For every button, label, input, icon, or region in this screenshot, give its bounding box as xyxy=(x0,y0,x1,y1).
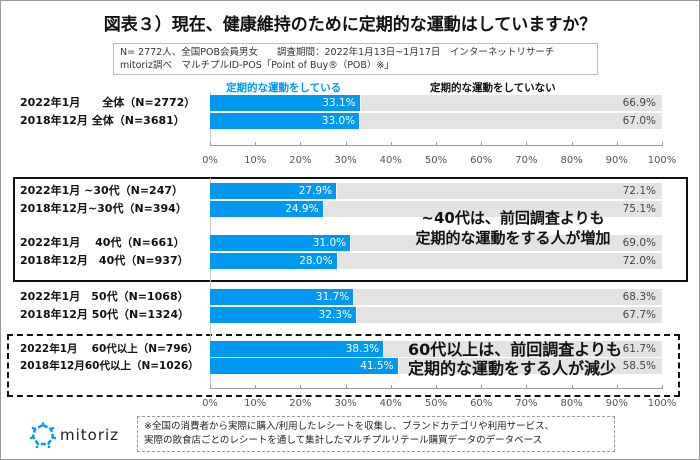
row-label: 2018年12月~30代（N=394） xyxy=(20,202,187,215)
x-tick-label: 20% xyxy=(289,155,312,166)
x-tick-label: 60% xyxy=(470,155,493,166)
x-tick-label: 30% xyxy=(334,398,357,409)
footnote-line: 実際の飲食店ごとのレシートを通して集計したマルチプルリテール購買データのデータベ… xyxy=(144,435,543,446)
x-tick xyxy=(300,142,302,146)
row-label: 2018年12月 50代（N=1324） xyxy=(20,308,190,321)
axis-line-vertical xyxy=(210,178,211,389)
x-tick-label: 80% xyxy=(560,155,583,166)
row-label: 2022年1月 60代以上（N=796） xyxy=(20,343,199,355)
x-tick xyxy=(571,385,573,389)
x-tick-label: 50% xyxy=(424,398,448,409)
row-label: 2018年12月 全体（N=3681） xyxy=(20,114,185,127)
x-tick xyxy=(255,142,257,146)
annotation-line: ~40代は、前回調査よりも xyxy=(421,209,605,227)
mitoriz-logo: mitoriz xyxy=(30,422,119,448)
x-tick-label: 0% xyxy=(202,398,218,409)
x-tick-label: 10% xyxy=(244,155,267,166)
row-label: 2018年12月60代以上（N=1026） xyxy=(20,360,199,372)
x-tick-label: 40% xyxy=(379,155,402,166)
x-tick-label: 40% xyxy=(379,398,402,409)
x-tick xyxy=(526,385,528,389)
footnote-line: ※全国の消費者から実際に購入/利用したレシートを収集し、ブランドカテゴリや利用サ… xyxy=(144,421,555,432)
survey-info-line: N= 2772人、全国POB会員男女 調査期間：2022年1月13日~1月17日… xyxy=(120,47,555,58)
x-tick xyxy=(210,385,211,389)
bar-does-not: 72.1% xyxy=(337,183,662,199)
annotation-line: 定期的な運動をする人が減少 xyxy=(408,359,617,378)
annotation-line: 60代以上は、前回調査よりも xyxy=(408,340,622,359)
bar-does-not: 69.0% xyxy=(351,235,662,251)
bar-does: 31.0% xyxy=(210,235,351,251)
x-tick-label: 80% xyxy=(560,398,583,409)
row-label: 2022年1月 50代（N=1068） xyxy=(20,290,189,303)
x-tick xyxy=(662,385,663,389)
bar-does: 27.9% xyxy=(210,183,337,199)
x-tick xyxy=(345,142,347,146)
footnote: ※全国の消費者から実際に購入/利用したレシートを収集し、ブランドカテゴリや利用サ… xyxy=(137,416,615,452)
x-tick xyxy=(390,142,392,146)
row-label: 2022年1月 ~30代（N=247） xyxy=(20,184,184,197)
annotation-60s: 60代以上は、前回調査よりも 定期的な運動をする人が減少 xyxy=(408,340,622,378)
x-tick xyxy=(526,142,528,146)
highlight-box-dashed xyxy=(7,334,680,397)
chart-title: 図表３）現在、健康維持のために定期的な運動はしていますか？ xyxy=(103,15,597,35)
bar-does: 33.0% xyxy=(210,113,360,129)
x-tick-label: 20% xyxy=(289,398,312,409)
bar-does-not: 66.9% xyxy=(360,95,662,111)
x-tick xyxy=(481,385,483,389)
x-tick-label: 0% xyxy=(202,155,218,166)
x-tick xyxy=(616,385,618,389)
bar-does: 33.1% xyxy=(210,95,360,111)
highlight-box-solid xyxy=(13,177,688,282)
bar-does: 24.9% xyxy=(210,201,323,217)
row-label: 2022年1月 40代（N=661） xyxy=(20,236,185,249)
bar-does-not: 75.1% xyxy=(323,201,662,217)
x-tick-label: 70% xyxy=(515,155,538,166)
bar-does: 41.5% xyxy=(210,358,398,374)
x-tick-label: 90% xyxy=(605,398,628,409)
legend-does-not: 定期的な運動をしていない xyxy=(430,82,556,94)
bar-does: 32.3% xyxy=(210,307,356,323)
bar-does: 31.7% xyxy=(210,289,354,305)
x-tick xyxy=(571,142,573,146)
x-tick xyxy=(390,385,392,389)
survey-info: N= 2772人、全国POB会員男女 調査期間：2022年1月13日~1月17日… xyxy=(113,43,598,75)
x-tick xyxy=(662,142,663,146)
survey-info-line: mitoriz調べ マルチプルID-POS「Point of Buy®（POB）… xyxy=(120,60,394,71)
row-label: 2022年1月 全体（N=2772） xyxy=(20,96,196,109)
x-tick-label: 60% xyxy=(470,398,493,409)
bar-does-not: 68.3% xyxy=(354,289,662,305)
x-tick xyxy=(300,385,302,389)
bar-does-not: 58.5% xyxy=(398,358,662,374)
annotation-line: 定期的な運動をする人が増加 xyxy=(415,229,611,247)
legend-does: 定期的な運動をしている xyxy=(226,82,342,94)
x-tick-label: 100% xyxy=(647,398,677,409)
logo-icon xyxy=(30,422,56,448)
x-tick-label: 70% xyxy=(515,398,538,409)
logo-text: mitoriz xyxy=(60,426,120,444)
x-tick-label: 90% xyxy=(605,155,628,166)
x-tick xyxy=(436,385,437,389)
bar-does-not: 61.7% xyxy=(384,341,662,357)
x-tick-label: 100% xyxy=(647,155,677,166)
x-tick xyxy=(616,142,618,146)
x-tick-label: 30% xyxy=(334,155,357,166)
bar-does: 38.3% xyxy=(210,341,384,357)
bar-does-not: 72.0% xyxy=(337,253,662,269)
bar-does-not: 67.7% xyxy=(356,307,662,323)
bar-does-not: 67.0% xyxy=(360,113,662,129)
x-tick xyxy=(436,142,437,146)
x-tick xyxy=(255,385,257,389)
x-tick xyxy=(345,385,347,389)
x-tick xyxy=(210,142,211,146)
row-label: 2018年12月 40代（N=937） xyxy=(20,254,189,267)
bar-does: 28.0% xyxy=(210,253,337,269)
x-tick xyxy=(481,142,483,146)
annotation-40s: ~40代は、前回調査よりも 定期的な運動をする人が増加 xyxy=(398,208,628,248)
x-tick-label: 10% xyxy=(244,398,267,409)
x-tick-label: 50% xyxy=(424,155,448,166)
